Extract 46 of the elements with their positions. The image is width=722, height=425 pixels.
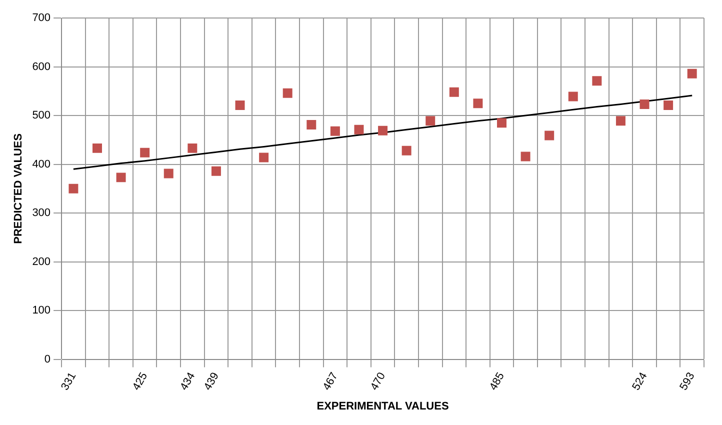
x-tick-label: 524 bbox=[630, 370, 650, 393]
point bbox=[640, 100, 650, 110]
point bbox=[497, 118, 506, 128]
point bbox=[282, 88, 292, 98]
point bbox=[592, 76, 602, 86]
x-tick-label: 467 bbox=[320, 370, 340, 393]
x-tick-label: 331 bbox=[59, 370, 79, 393]
x-tick-label: 470 bbox=[368, 370, 388, 393]
x-tick-label: 434 bbox=[178, 370, 198, 393]
y-tick-label: 500 bbox=[32, 110, 51, 122]
point bbox=[330, 126, 340, 136]
point bbox=[426, 116, 436, 126]
point bbox=[188, 143, 198, 153]
y-tick-label: 700 bbox=[32, 12, 51, 24]
point bbox=[306, 120, 316, 130]
x-tick-label: 425 bbox=[130, 370, 150, 393]
point bbox=[211, 166, 221, 176]
point bbox=[449, 87, 459, 97]
y-tick-label: 100 bbox=[32, 304, 51, 317]
point bbox=[520, 152, 530, 162]
y-tick-label: 400 bbox=[32, 158, 51, 170]
point bbox=[259, 152, 269, 162]
point bbox=[116, 172, 126, 182]
point bbox=[378, 126, 388, 136]
y-tick-label: 600 bbox=[32, 60, 51, 73]
point bbox=[92, 143, 102, 153]
y-tick-label: 200 bbox=[32, 256, 51, 268]
y-tick-label: 0 bbox=[44, 353, 51, 366]
point bbox=[402, 146, 412, 156]
point bbox=[68, 184, 78, 194]
x-tick-label: 593 bbox=[678, 370, 698, 393]
y-tick-label: 300 bbox=[32, 207, 51, 220]
point bbox=[164, 168, 174, 178]
x-tick-label: 439 bbox=[202, 370, 222, 393]
point bbox=[235, 100, 245, 110]
point bbox=[354, 124, 364, 134]
point bbox=[687, 68, 697, 78]
x-tick-label: 485 bbox=[487, 370, 507, 393]
point bbox=[473, 98, 483, 108]
point bbox=[616, 116, 626, 126]
point bbox=[544, 130, 554, 140]
point bbox=[568, 92, 578, 102]
point bbox=[664, 100, 674, 110]
y-axis-title: PREDICTED VALUES bbox=[12, 133, 25, 244]
x-axis-title: EXPERIMENTAL VALUES bbox=[316, 400, 449, 412]
point bbox=[140, 148, 150, 158]
